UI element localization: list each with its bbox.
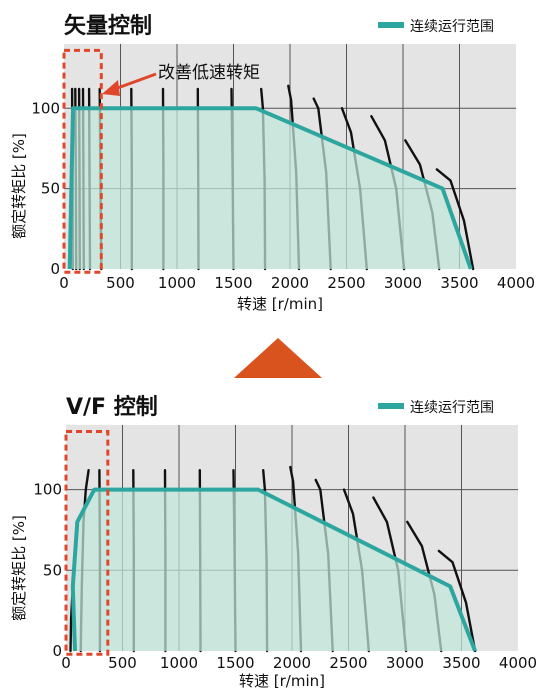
x-tick-label: 3500: [440, 274, 478, 292]
x-tick-label: 3500: [442, 654, 480, 672]
y-tick-label: 0: [52, 642, 62, 660]
x-tick-label: 1000: [158, 274, 196, 292]
x-tick-label: 0: [61, 654, 71, 672]
x-tick-label: 4000: [497, 274, 535, 292]
legend-label: 连续运行范围: [410, 399, 494, 416]
x-tick-label: 1500: [214, 274, 252, 292]
x-tick-label: 2000: [273, 654, 311, 672]
continuous-range-area: [69, 108, 471, 269]
x-axis-label: 转速 [r/min]: [239, 672, 325, 690]
x-tick-label: 2500: [327, 274, 365, 292]
vector-control-chart: 0 500 1000 1500 2000 2500 3000 3500 4000 050100 …: [10, 13, 535, 313]
x-axis-label: 转速 [r/min]: [237, 295, 323, 313]
x-tick-label: 1000: [160, 654, 198, 672]
legend-label: 连续运行范围: [410, 18, 494, 35]
x-tick-label: 500: [108, 654, 137, 672]
x-tick-label: 500: [106, 274, 135, 292]
x-tick-labels: 0 500 1000 1500 2000 2500 3000 3500 4000: [59, 274, 535, 292]
x-tick-label: 1500: [216, 654, 254, 672]
arrow-head: [102, 80, 120, 96]
vf-control-chart: 0 500 1000 1500 2000 2500 3000 3500 4000 050100 …: [10, 394, 537, 690]
annotation-arrow-icon: [102, 72, 157, 96]
legend-swatch: [378, 403, 404, 409]
up-triangle-icon: [234, 338, 322, 378]
x-tick-label: 0: [59, 274, 69, 292]
y-axis-label: 额定转矩比 [%]: [10, 515, 28, 621]
x-tick-label: 3000: [384, 274, 422, 292]
x-tick-label: 2500: [329, 654, 367, 672]
continuous-range-line: [70, 487, 477, 652]
y-tick-label: 0: [50, 260, 60, 278]
y-tick-label: 50: [43, 561, 62, 579]
y-tick-label: 100: [31, 99, 60, 117]
chart-title: V/F 控制: [66, 394, 158, 420]
x-tick-labels: 0 500 1000 1500 2000 2500 3000 3500 4000: [61, 654, 537, 672]
legend-swatch: [378, 22, 404, 28]
annotation-text: 改善低速转矩: [158, 63, 260, 83]
chart-title: 矢量控制: [64, 13, 152, 39]
y-tick-label: 100: [33, 481, 62, 499]
y-tick-labels: 0 50 100: [31, 99, 60, 278]
torque-curve: [435, 168, 475, 271]
y-tick-label: 50: [41, 180, 60, 198]
torque-curve: [437, 549, 477, 653]
x-tick-label: 2000: [271, 274, 309, 292]
low-speed-highlight-box: [64, 429, 110, 656]
x-tick-label: 4000: [499, 654, 537, 672]
x-tick-label: 3000: [386, 654, 424, 672]
continuous-range-line: [67, 106, 473, 270]
y-axis-label: 额定转矩比 [%]: [10, 133, 28, 239]
y-tick-labels: 0 50 100: [33, 481, 62, 660]
arrow-shaft: [111, 72, 157, 92]
continuous-range-area: [72, 489, 476, 651]
